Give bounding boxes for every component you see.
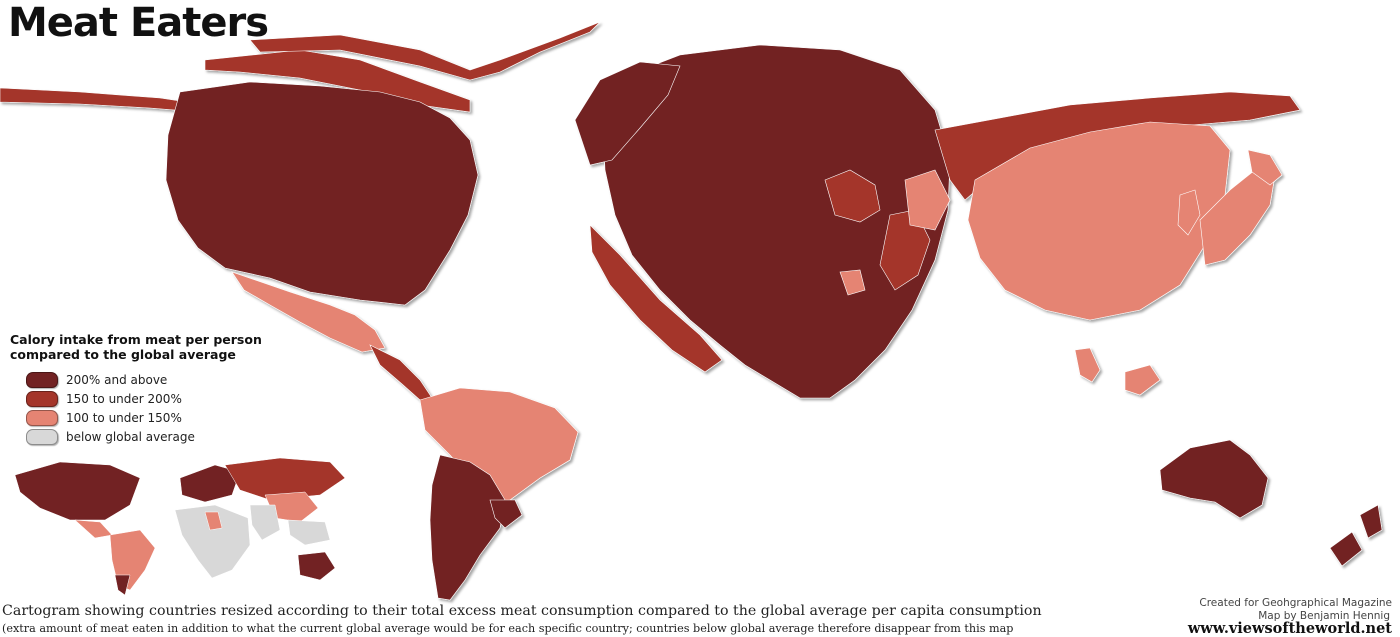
inset-argentina: [114, 574, 131, 596]
japan: [1199, 169, 1276, 266]
map-title: Meat Eaters: [8, 0, 269, 46]
legend-items: 200% and above 150 to under 200% 100 to …: [10, 370, 270, 446]
central-europe-patch: [824, 169, 881, 223]
credit-created-for: Created for Geohgraphical Magazine: [1199, 597, 1392, 609]
greenland-strip: [249, 21, 601, 81]
legend-label: 200% and above: [66, 372, 168, 387]
caption-line1: Cartogram showing countries resized acco…: [2, 603, 1042, 619]
legend-label: 150 to under 200%: [66, 391, 182, 406]
korea: [1177, 189, 1201, 236]
scandinavia: [574, 61, 681, 166]
inset-australia: [297, 551, 336, 581]
inset-mexico: [74, 519, 113, 539]
legend-title-line1: Calory intake from meat per person: [10, 332, 262, 347]
greece-light: [839, 269, 866, 296]
legend-item-150: 150 to under 200%: [10, 389, 270, 408]
caption-line2: (extra amount of meat eaten in addition …: [2, 622, 1014, 635]
legend-swatch-medium: [26, 390, 58, 407]
inset-world-map: [14, 457, 346, 596]
legend-label: 100 to under 150%: [66, 410, 182, 425]
legend-swatch-light: [26, 409, 58, 426]
new-zealand-north: [1359, 504, 1383, 539]
legend-item-100: 100 to under 150%: [10, 408, 270, 427]
new-zealand: [1329, 531, 1363, 567]
uruguay: [489, 499, 523, 529]
credit-author: Map by Benjamin Hennig: [1258, 610, 1390, 622]
inset-russia: [224, 457, 346, 501]
philippines: [1124, 364, 1161, 396]
europe-russia: [602, 44, 951, 399]
inset-europe: [179, 464, 241, 503]
inset-se-asia: [287, 519, 331, 546]
inset-africa: [174, 504, 251, 579]
balkans-light: [904, 169, 951, 231]
iberia-strip: [589, 224, 723, 373]
central-america: [369, 344, 433, 401]
inset-africa-light: [204, 511, 223, 531]
legend-swatch-dark: [26, 371, 58, 388]
brazil: [419, 387, 579, 506]
legend-item-200: 200% and above: [10, 370, 270, 389]
legend-label: below global average: [66, 429, 195, 444]
legend: Calory intake from meat per person compa…: [10, 332, 270, 446]
canada-arctic-islands: [204, 49, 471, 113]
inset-south-asia: [249, 504, 281, 541]
legend-title-line2: compared to the global average: [10, 347, 236, 362]
website-link[interactable]: www.viewsoftheworld.net: [1187, 620, 1392, 637]
china: [967, 121, 1231, 321]
legend-swatch-grey: [26, 428, 58, 445]
vietnam: [1074, 347, 1101, 383]
west-coast-strip: [0, 87, 201, 113]
usa-canada: [165, 81, 479, 306]
legend-item-below: below global average: [10, 427, 270, 446]
argentina: [429, 454, 506, 601]
legend-title: Calory intake from meat per person compa…: [10, 332, 270, 362]
taiwan: [1247, 149, 1283, 186]
australia: [1159, 439, 1269, 519]
inset-north-america: [14, 461, 141, 521]
